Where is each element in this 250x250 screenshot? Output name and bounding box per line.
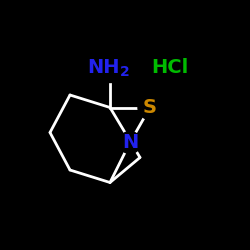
Circle shape	[95, 52, 125, 82]
Circle shape	[138, 96, 162, 120]
Text: 2: 2	[120, 65, 130, 79]
Text: S: S	[143, 98, 157, 117]
Text: N: N	[122, 133, 138, 152]
Circle shape	[119, 132, 141, 154]
Circle shape	[152, 50, 188, 85]
Text: HCl: HCl	[152, 58, 189, 77]
Text: NH: NH	[88, 58, 120, 77]
